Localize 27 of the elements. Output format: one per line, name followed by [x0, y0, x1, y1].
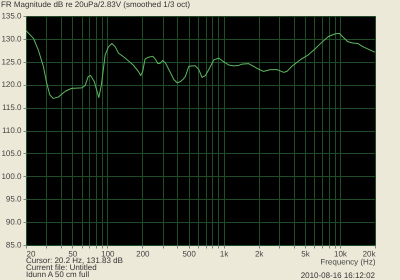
x-axis-title: Frequency (Hz)	[320, 258, 376, 266]
x-tick-label: 100	[101, 250, 116, 258]
y-tick-label: 115.0	[2, 103, 22, 112]
x-tick-label: 10k	[334, 250, 348, 258]
chart-title: FR Magnitude dB re 20uPa/2.83V (smoothed 1/3 oct)	[0, 0, 190, 9]
x-tick-label: 200	[136, 250, 150, 258]
y-tick-label: 100.0	[1, 172, 22, 181]
x-tick-label: 20k	[362, 250, 376, 258]
y-tick-label: 130.0	[1, 34, 22, 44]
y-tick-label: 90.0	[6, 218, 22, 227]
y-tick-label: 105.0	[1, 148, 22, 158]
x-tick-label: 1k	[220, 250, 230, 258]
x-tick-label: 50	[68, 250, 78, 258]
text: Current file: Untitled	[26, 263, 97, 272]
x-tick-label: 2k	[254, 250, 264, 258]
text: Cursor: 20.2 Hz, 131.83 dB	[26, 256, 123, 265]
x-tick-label: 5k	[301, 250, 311, 258]
y-tick-label: 95.0	[6, 194, 22, 204]
text: Idunn A 50 cm full	[26, 270, 90, 279]
y-tick-label: 110.0	[2, 126, 22, 135]
x-tick-label: 20	[26, 250, 36, 258]
y-tick-label: 135.0	[1, 12, 22, 20]
text: 2010-08-16 16:12:02	[300, 271, 376, 280]
y-tick-label: 120.0	[1, 80, 22, 90]
y-tick-label: 125.0	[1, 57, 22, 66]
x-tick-label: 500	[182, 250, 196, 258]
y-tick-label: 85.0	[6, 240, 22, 250]
